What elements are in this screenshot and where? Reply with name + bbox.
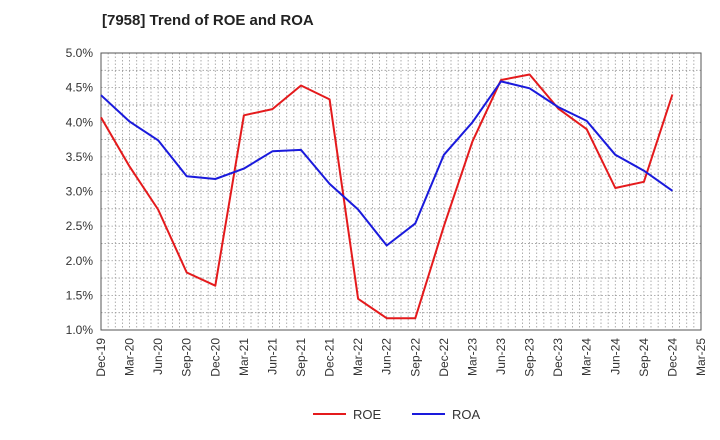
x-tick-label: Sep-23 (523, 338, 537, 377)
x-tick-label: Jun-20 (151, 338, 165, 375)
y-tick-label: 1.0% (66, 323, 94, 337)
x-tick-label: Mar-25 (694, 338, 708, 376)
legend-label-roe: ROE (353, 407, 382, 422)
y-tick-label: 2.0% (66, 254, 94, 268)
x-tick-label: Mar-20 (123, 338, 137, 376)
x-tick-label: Dec-20 (208, 338, 222, 377)
y-tick-label: 2.5% (66, 219, 94, 233)
x-tick-label: Jun-21 (265, 338, 279, 375)
y-tick-label: 1.5% (66, 288, 94, 302)
x-tick-label: Mar-21 (237, 338, 251, 376)
x-tick-label: Dec-21 (323, 338, 337, 377)
x-tick-label: Mar-22 (351, 338, 365, 376)
y-tick-label: 3.5% (66, 150, 94, 164)
y-tick-label: 5.0% (66, 46, 94, 60)
x-tick-label: Dec-22 (437, 338, 451, 377)
legend-label-roa: ROA (452, 407, 481, 422)
series-line-roe (100, 73, 674, 320)
y-tick-label: 4.0% (66, 115, 94, 129)
x-tick-label: Dec-19 (94, 338, 108, 377)
x-tick-label: Dec-24 (665, 338, 679, 377)
x-tick-label: Mar-23 (465, 338, 479, 376)
chart-title: [7958] Trend of ROE and ROA (102, 12, 314, 29)
x-tick-label: Sep-20 (180, 338, 194, 377)
y-tick-label: 4.5% (66, 81, 94, 95)
x-tick-label: Jun-24 (608, 338, 622, 375)
x-tick-label: Jun-22 (380, 338, 394, 375)
series-line-roa (100, 80, 673, 247)
x-tick-label: Mar-24 (580, 338, 594, 376)
y-tick-label: 3.0% (66, 185, 94, 199)
x-tick-label: Sep-24 (637, 338, 651, 377)
x-tick-label: Jun-23 (494, 338, 508, 375)
x-tick-label: Dec-23 (551, 338, 565, 377)
x-tick-label: Sep-21 (294, 338, 308, 377)
x-tick-label: Sep-22 (408, 338, 422, 377)
plot-frame (100, 52, 702, 331)
